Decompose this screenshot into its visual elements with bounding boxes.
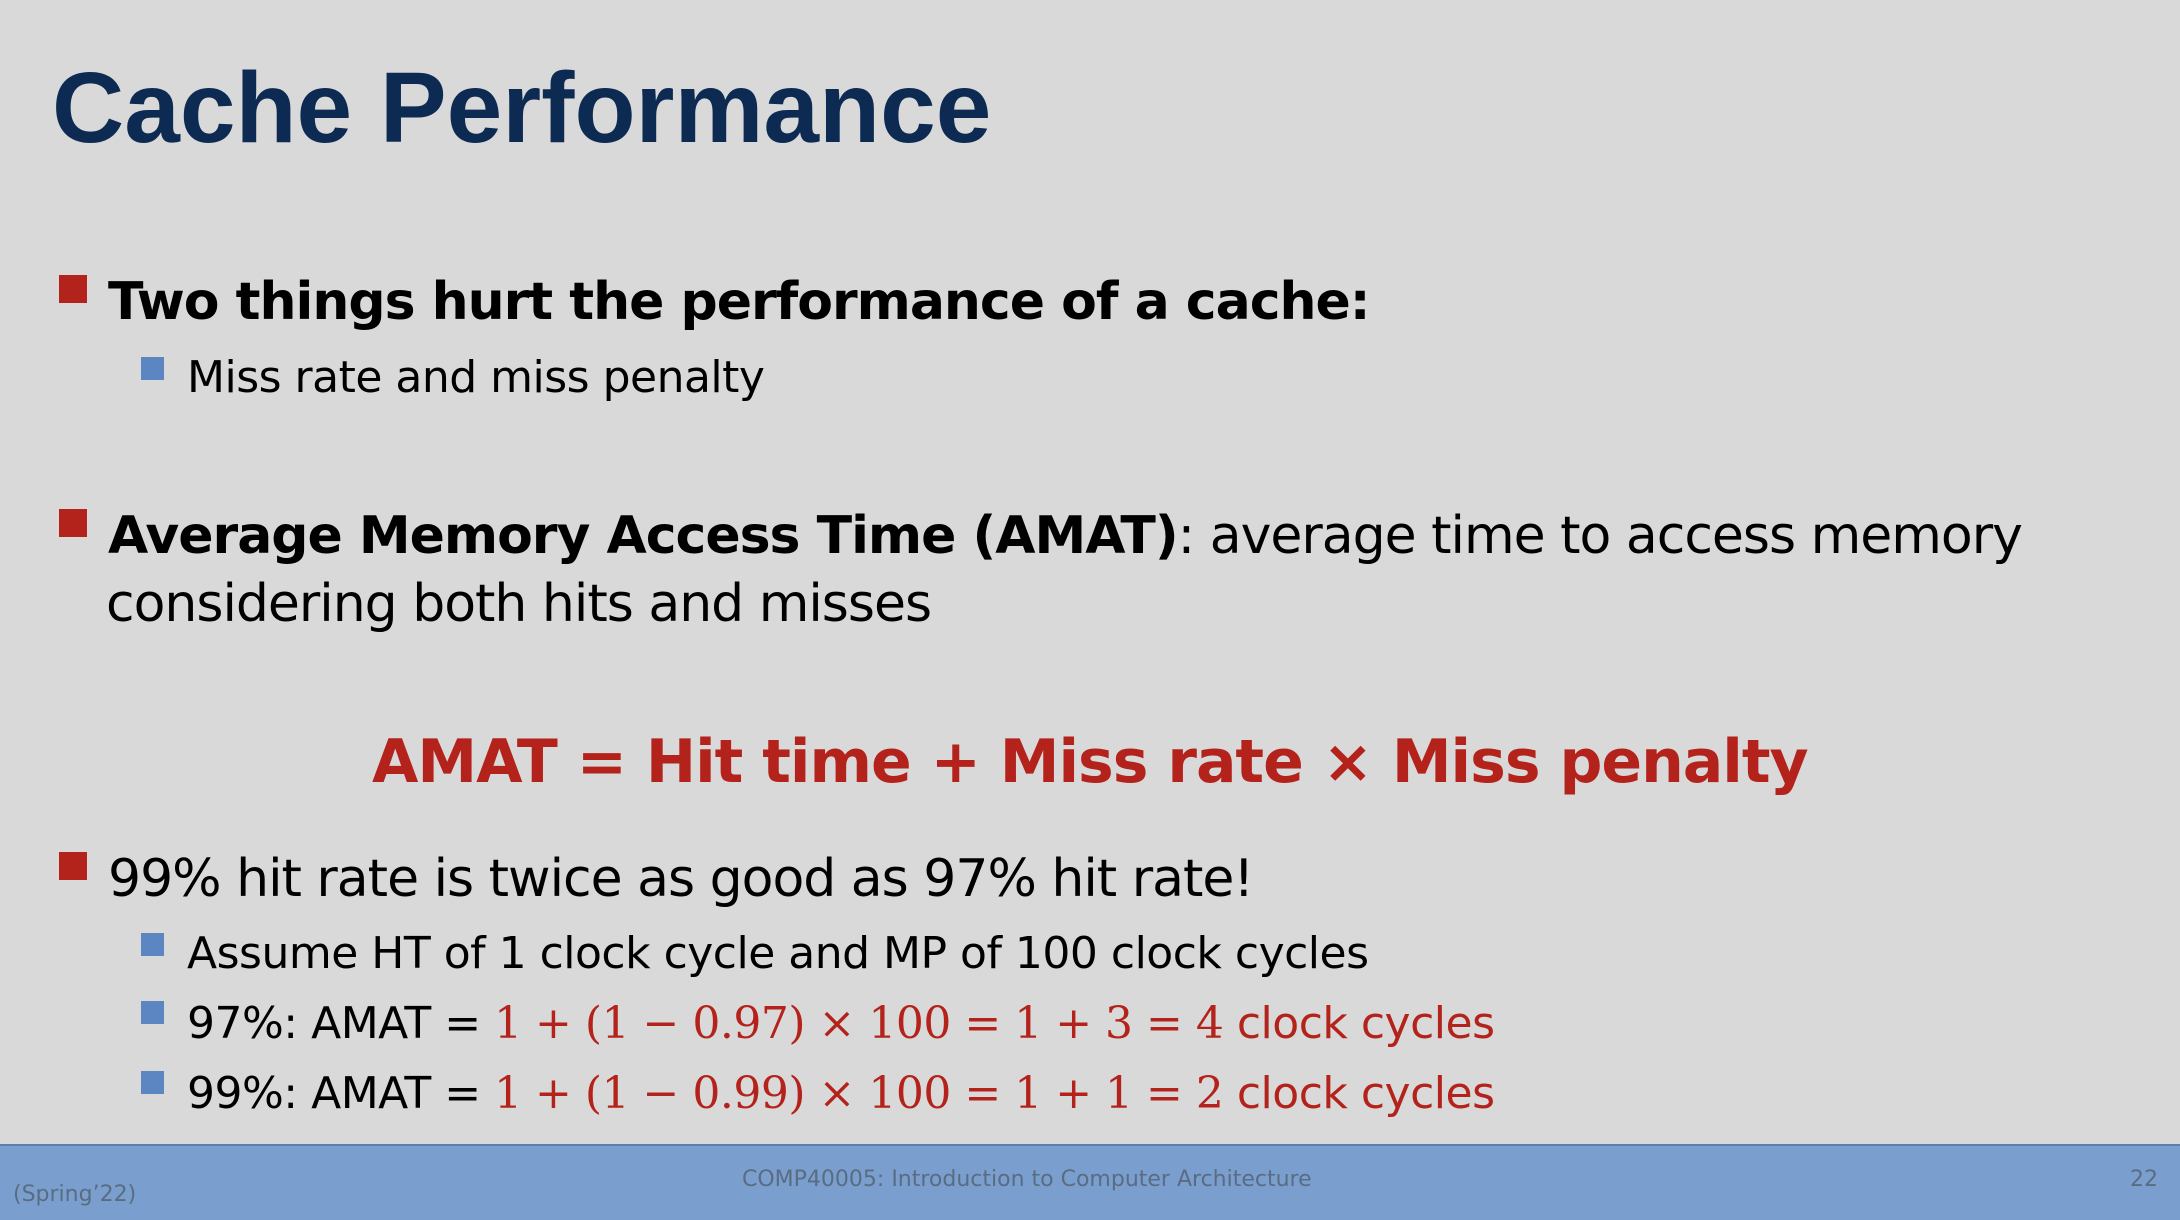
bullet-marker xyxy=(59,509,87,537)
amat-formula: AMAT = Hit time + Miss rate × Miss penal… xyxy=(372,727,1809,797)
bullet-text: Two things hurt the performance of a cac… xyxy=(108,272,1371,332)
sub-bullet-text: Assume HT of 1 clock cycle and MP of 100… xyxy=(187,928,1369,979)
amat-97-unit: clock cycles xyxy=(1223,998,1495,1049)
bullet-text: 99% hit rate is twice as good as 97% hit… xyxy=(108,849,1254,909)
sub-bullet-text: 97%: AMAT = 1 + (1 − 0.97) × 100 = 1 + 3… xyxy=(187,1002,1495,1046)
amat-term: Average Memory Access Time (AMAT) xyxy=(108,506,1179,566)
amat-99-math: 1 + (1 − 0.99) × 100 = 1 + 1 = 2 xyxy=(494,1068,1224,1119)
footer-course: COMP40005: Introduction to Computer Arch… xyxy=(742,1167,1312,1192)
page-number: 22 xyxy=(2130,1167,2158,1192)
amat-97-math: 1 + (1 − 0.97) × 100 = 1 + 3 = 4 xyxy=(494,998,1224,1049)
amat-99-unit: clock cycles xyxy=(1223,1068,1495,1119)
amat-97-label: 97%: AMAT = xyxy=(187,998,495,1049)
sub-bullet-text: Miss rate and miss penalty xyxy=(187,352,765,403)
bullet-marker xyxy=(59,275,87,303)
sub-bullet-marker xyxy=(141,1071,164,1094)
sub-bullet-text: 99%: AMAT = 1 + (1 − 0.99) × 100 = 1 + 1… xyxy=(187,1072,1495,1116)
amat-99-label: 99%: AMAT = xyxy=(187,1068,495,1119)
sub-bullet-marker xyxy=(141,357,164,380)
amat-definition: : average time to access memory xyxy=(1177,506,2023,566)
slide-title: Cache Performance xyxy=(52,52,992,164)
bullet-marker xyxy=(59,852,87,880)
sub-bullet-marker xyxy=(141,1001,164,1024)
footer-term: (Spring’22) xyxy=(13,1182,137,1207)
footer-bar: (Spring’22) COMP40005: Introduction to C… xyxy=(0,1144,2180,1220)
bullet-continuation: considering both hits and misses xyxy=(106,574,932,634)
sub-bullet-marker xyxy=(141,933,164,956)
bullet-text: Average Memory Access Time (AMAT): avera… xyxy=(108,510,2023,562)
